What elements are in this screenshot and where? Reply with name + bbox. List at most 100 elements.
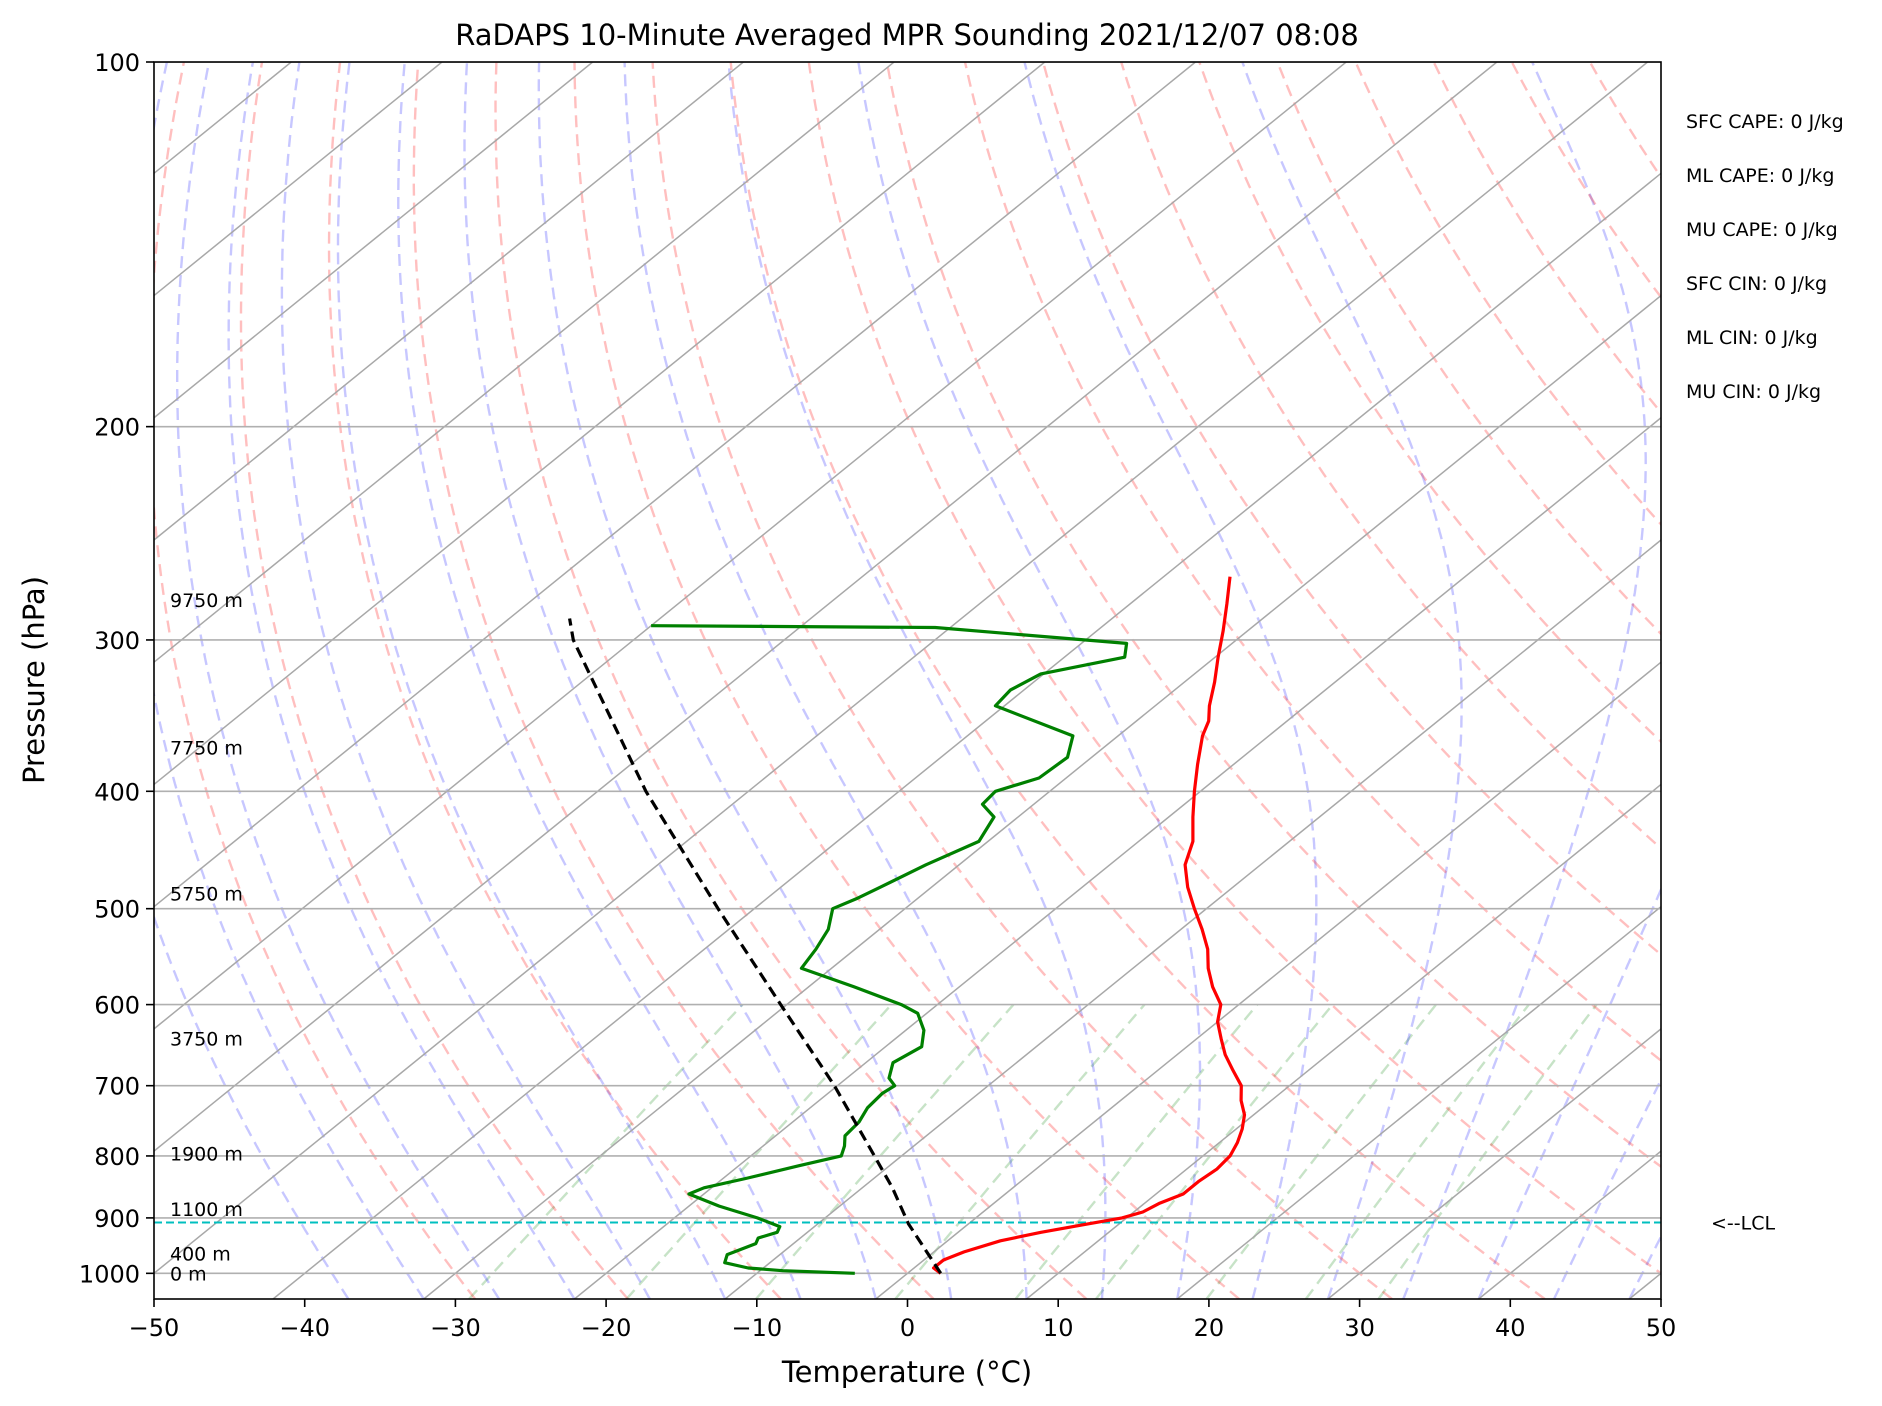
dewpoint-line xyxy=(651,624,1129,1275)
y-tick-label: 900 xyxy=(94,1205,140,1233)
isotherm-line xyxy=(154,62,443,297)
x-tick-label: 20 xyxy=(1194,1314,1225,1342)
height-label: 5750 m xyxy=(170,884,243,906)
profile-series xyxy=(568,576,1247,1275)
stability-index: ML CAPE: 0 J/kg xyxy=(1686,165,1834,187)
mixing-ratio-line xyxy=(1377,1003,1598,1299)
y-tick-label: 1000 xyxy=(79,1260,140,1288)
height-label: 3750 m xyxy=(170,1029,243,1051)
stability-index: MU CAPE: 0 J/kg xyxy=(1686,219,1838,241)
isotherm-line xyxy=(154,62,895,664)
dry-adiabat-line xyxy=(327,62,782,1299)
moist-adiabat-line xyxy=(1477,886,1661,1299)
y-tick-label: 200 xyxy=(94,414,140,442)
x-tick-label: 40 xyxy=(1495,1314,1526,1342)
chart-title: RaDAPS 10-Minute Averaged MPR Sounding 2… xyxy=(455,18,1359,52)
dry-adiabats xyxy=(154,62,1661,1299)
mixing-ratio-line xyxy=(625,1003,893,1299)
x-tick-label: −30 xyxy=(430,1314,481,1342)
height-label: 1900 m xyxy=(170,1143,243,1165)
x-tick-label: 10 xyxy=(1043,1314,1074,1342)
dry-adiabat-line xyxy=(1198,62,1661,744)
moist-adiabat-line xyxy=(154,62,425,1299)
mixing-ratio-line xyxy=(755,1003,1015,1299)
dry-adiabat-line xyxy=(729,62,1546,1299)
height-label: 1100 m xyxy=(170,1199,243,1221)
stability-index: MU CIN: 0 J/kg xyxy=(1686,381,1821,403)
moist-adiabat-line xyxy=(727,62,1107,1299)
stability-indices: SFC CAPE: 0 J/kg ML CAPE: 0 J/kg MU CAPE: … xyxy=(1686,111,1844,403)
plot-area: 9750 m 7750 m 5750 m 3750 m 1900 m 1100 m 400 … xyxy=(154,62,1661,1299)
x-axis-title: Temperature (°C) xyxy=(781,1355,1032,1389)
x-tick-label: −50 xyxy=(129,1314,180,1342)
dry-adiabat-line xyxy=(1354,62,1661,527)
mixing-ratio-line xyxy=(1304,1003,1530,1299)
x-tick-label: 0 xyxy=(900,1314,915,1342)
dry-adiabat-line xyxy=(807,62,1661,1275)
moist-adiabat-line xyxy=(463,62,878,1299)
height-label: 7750 m xyxy=(170,737,243,759)
y-tick-label: 700 xyxy=(94,1073,140,1101)
dry-adiabat-line xyxy=(412,62,935,1299)
dry-adiabat-line xyxy=(651,62,1393,1299)
mixing-ratio-line xyxy=(1205,1003,1437,1299)
isotherm-line xyxy=(1327,1027,1661,1299)
isotherm-line xyxy=(154,62,1347,1030)
isotherm-line xyxy=(1176,905,1661,1299)
isotherm-grid xyxy=(154,62,1661,1299)
isotherm-line xyxy=(154,62,1498,1153)
parcel-line xyxy=(568,618,943,1275)
moist-adiabat-line xyxy=(857,62,1202,1299)
x-tick-label: −40 xyxy=(279,1314,330,1342)
stability-index: SFC CIN: 0 J/kg xyxy=(1686,273,1827,295)
isotherm-line xyxy=(423,294,1661,1299)
dry-adiabat-line xyxy=(1120,62,1661,850)
isotherm-line xyxy=(875,661,1661,1299)
isotherm-line xyxy=(154,62,744,541)
x-tick-label: −10 xyxy=(731,1314,782,1342)
x-tick-label: −20 xyxy=(581,1314,632,1342)
isotherm-line xyxy=(154,62,1196,908)
dry-adiabat-line xyxy=(239,62,629,1299)
stability-index: ML CIN: 0 J/kg xyxy=(1686,327,1818,349)
y-tick-label: 300 xyxy=(94,627,140,655)
isotherm-line xyxy=(154,62,594,419)
moist-adiabat-line xyxy=(623,62,1028,1299)
moist-adiabat-line xyxy=(280,62,651,1299)
isotherm-line xyxy=(1026,783,1661,1299)
isotherm-line xyxy=(573,416,1661,1299)
moist-adiabat-line xyxy=(397,62,802,1299)
mixing-ratio-line xyxy=(1095,1003,1334,1299)
y-tick-label: 100 xyxy=(94,49,140,77)
moist-adiabat-line xyxy=(1552,1077,1661,1299)
height-labels: 9750 m 7750 m 5750 m 3750 m 1900 m 1100 m 400 … xyxy=(170,590,243,1285)
moist-adiabat-line xyxy=(227,62,576,1299)
mixing-ratio-line xyxy=(1014,1003,1259,1299)
moist-adiabat-line xyxy=(1023,62,1318,1299)
isotherm-line xyxy=(724,539,1661,1299)
isobar-grid xyxy=(154,62,1661,1275)
dry-adiabat-line xyxy=(573,62,1240,1299)
x-tick-label: 50 xyxy=(1646,1314,1677,1342)
y-tick-label: 800 xyxy=(94,1143,140,1171)
y-tick-label: 600 xyxy=(94,992,140,1020)
dry-adiabat-line xyxy=(1432,62,1661,415)
isotherm-line xyxy=(154,62,1649,1275)
y-axis-title: Pressure (hPa) xyxy=(17,576,51,784)
x-axis: −50 −40 −30 −20 −10 0 10 20 30 40 50 xyxy=(129,1299,1677,1342)
dry-adiabat-line xyxy=(1041,62,1661,957)
lcl-label: <--LCL xyxy=(1711,1213,1775,1235)
moist-adiabat-line xyxy=(176,62,501,1299)
temperature-line xyxy=(932,576,1247,1275)
isotherm-line xyxy=(154,62,1046,786)
dry-adiabat-line xyxy=(885,62,1661,1169)
height-label: 0 m xyxy=(170,1263,207,1285)
height-label: 9750 m xyxy=(170,590,243,612)
y-tick-label: 400 xyxy=(94,778,140,806)
height-label: 400 m xyxy=(170,1244,231,1266)
y-axis: 100 200 300 400 500 600 700 800 900 1000 xyxy=(79,49,154,1288)
moist-adiabat-line xyxy=(154,913,350,1299)
x-tick-label: 30 xyxy=(1344,1314,1375,1342)
isotherm-line xyxy=(272,172,1661,1299)
